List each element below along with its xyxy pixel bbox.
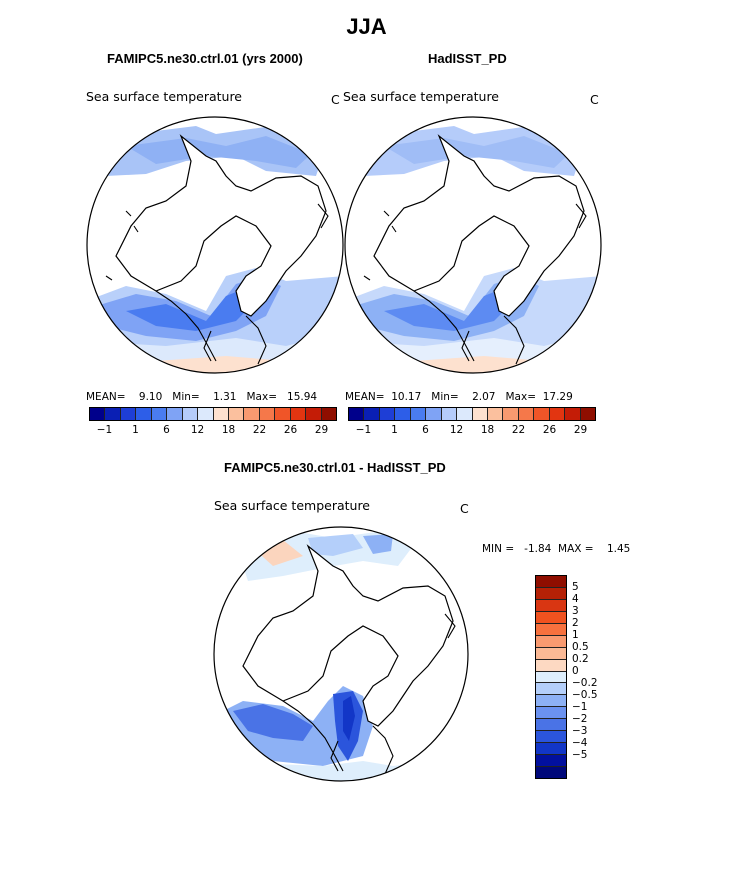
- colorbar-cell: [536, 719, 566, 732]
- colorbar-cell: [503, 408, 519, 420]
- diff-polar-map: [213, 526, 469, 782]
- colorbar-cell: [534, 408, 550, 420]
- colorbar-cell: [349, 408, 365, 420]
- colorbar-tick-label: 0.2: [572, 653, 589, 665]
- colorbar-cell: [536, 635, 566, 648]
- colorbar-tick-label: 26: [542, 424, 557, 436]
- panel1-stats: MEAN= 9.10 Min= 1.31 Max= 15.94: [86, 391, 318, 403]
- diff-colorbar: [535, 575, 567, 779]
- colorbar-tick-label: 0: [572, 665, 579, 677]
- colorbar-tick-label: 6: [163, 424, 170, 436]
- colorbar-cell: [457, 408, 473, 420]
- colorbar-cell: [259, 408, 276, 420]
- colorbar-cell: [536, 767, 566, 778]
- colorbar-cell: [536, 743, 566, 756]
- colorbar-tick-label: −0.2: [572, 677, 598, 689]
- colorbar-cell: [364, 408, 380, 420]
- colorbar-tick-label: 18: [221, 424, 236, 436]
- colorbar-cell: [105, 408, 121, 420]
- colorbar-cell: [151, 408, 168, 420]
- panel1-colorbar: [89, 407, 337, 421]
- colorbar-cell: [90, 408, 106, 420]
- panel2-polar-map: [344, 116, 602, 374]
- colorbar-cell: [536, 731, 566, 744]
- panel2-stats: MEAN= 10.17 Min= 2.07 Max= 17.29: [345, 391, 573, 403]
- colorbar-cell: [182, 408, 199, 420]
- colorbar-tick-label: 22: [511, 424, 526, 436]
- colorbar-tick-label: −3: [572, 725, 588, 737]
- colorbar-tick-label: 6: [422, 424, 429, 436]
- panel1-variable-label: Sea surface temperature: [86, 89, 242, 104]
- colorbar-cell: [536, 599, 566, 612]
- colorbar-cell: [441, 408, 458, 420]
- colorbar-cell: [518, 408, 535, 420]
- colorbar-tick-label: 29: [573, 424, 588, 436]
- colorbar-tick-label: 12: [190, 424, 205, 436]
- diff-unit-label: C: [460, 501, 469, 516]
- colorbar-cell: [536, 695, 566, 708]
- colorbar-tick-label: 18: [480, 424, 495, 436]
- colorbar-tick-label: −4: [572, 737, 588, 749]
- colorbar-cell: [536, 647, 566, 660]
- colorbar-cell: [536, 707, 566, 720]
- colorbar-cell: [198, 408, 214, 420]
- colorbar-cell: [536, 659, 566, 672]
- colorbar-cell: [472, 408, 488, 420]
- colorbar-cell: [536, 623, 566, 636]
- panel1-case-title: FAMIPC5.ne30.ctrl.01 (yrs 2000): [107, 51, 303, 66]
- colorbar-tick-label: −2: [572, 713, 588, 725]
- colorbar-cell: [167, 408, 183, 420]
- colorbar-cell: [536, 611, 566, 624]
- colorbar-cell: [536, 671, 566, 684]
- colorbar-cell: [306, 408, 322, 420]
- diff-variable-label: Sea surface temperature: [214, 498, 370, 513]
- colorbar-tick-label: 26: [283, 424, 298, 436]
- colorbar-cell: [580, 408, 595, 420]
- colorbar-cell: [426, 408, 442, 420]
- colorbar-tick-label: 22: [252, 424, 267, 436]
- panel2-case-title: HadISST_PD: [428, 51, 507, 66]
- panel1-polar-map: [86, 116, 344, 374]
- colorbar-cell: [487, 408, 504, 420]
- colorbar-cell: [410, 408, 427, 420]
- colorbar-cell: [321, 408, 336, 420]
- colorbar-cell: [120, 408, 137, 420]
- colorbar-tick-label: 12: [449, 424, 464, 436]
- colorbar-cell: [536, 576, 566, 588]
- colorbar-cell: [565, 408, 581, 420]
- colorbar-tick-label: 1: [572, 629, 579, 641]
- colorbar-cell: [213, 408, 229, 420]
- diff-stats: MIN = -1.84 MAX = 1.45: [482, 543, 631, 555]
- colorbar-tick-label: −1: [355, 424, 372, 436]
- colorbar-cell: [379, 408, 396, 420]
- figure-title: JJA: [346, 14, 387, 39]
- diff-case-title: FAMIPC5.ne30.ctrl.01 - HadISST_PD: [224, 460, 446, 475]
- colorbar-cell: [244, 408, 260, 420]
- colorbar-tick-label: 1: [391, 424, 398, 436]
- colorbar-tick-label: −5: [572, 749, 588, 761]
- colorbar-tick-label: 1: [132, 424, 139, 436]
- colorbar-cell: [228, 408, 245, 420]
- panel2-colorbar: [348, 407, 596, 421]
- panel1-unit-label: C: [331, 92, 340, 107]
- colorbar-tick-label: 0.5: [572, 641, 589, 653]
- colorbar-tick-label: 3: [572, 605, 579, 617]
- colorbar-tick-label: 5: [572, 581, 579, 593]
- colorbar-cell: [549, 408, 566, 420]
- colorbar-tick-label: 29: [314, 424, 329, 436]
- colorbar-cell: [536, 587, 566, 600]
- colorbar-cell: [395, 408, 411, 420]
- panel2-unit-label: C: [590, 92, 599, 107]
- colorbar-tick-label: −1: [572, 701, 588, 713]
- colorbar-cell: [536, 683, 566, 696]
- colorbar-tick-label: 2: [572, 617, 579, 629]
- colorbar-cell: [136, 408, 152, 420]
- panel2-variable-label: Sea surface temperature: [343, 89, 499, 104]
- colorbar-cell: [536, 755, 566, 767]
- colorbar-tick-label: −1: [96, 424, 113, 436]
- colorbar-cell: [275, 408, 291, 420]
- colorbar-tick-label: 4: [572, 593, 579, 605]
- colorbar-tick-label: −0.5: [572, 689, 598, 701]
- colorbar-cell: [290, 408, 307, 420]
